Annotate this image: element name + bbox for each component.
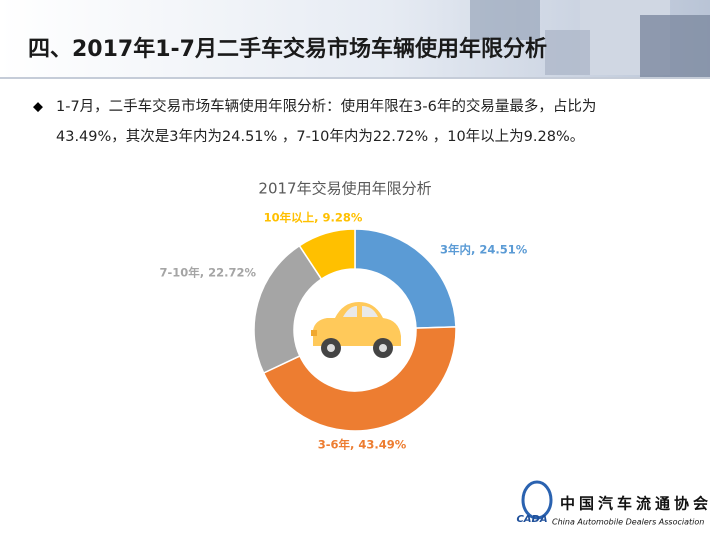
data-label: 3-6年, 43.49% — [318, 438, 407, 452]
data-label: 10年以上, 9.28% — [264, 211, 363, 225]
chart-title: 2017年交易使用年限分析 — [258, 180, 431, 198]
donut-slice — [262, 326, 457, 432]
data-label: 7-10年, 22.72% — [159, 266, 256, 280]
data-label: 3年内, 24.51% — [440, 243, 528, 257]
slide-title: 四、2017年1-7月二手车交易市场车辆使用年限分析 — [28, 36, 547, 62]
bullet-line: 43.49%，其次是3年内为24.51% ，7-10年内为22.72% ，10年… — [56, 128, 584, 145]
bullet-line: 1-7月，二手车交易市场车辆使用年限分析：使用年限在3-6年的交易量最多，占比为 — [56, 97, 596, 115]
org-name: 中国汽车流通协会 — [560, 495, 710, 513]
logo-text: CADA — [516, 514, 547, 525]
bullet-marker: ◆ — [33, 100, 43, 115]
donut-slice — [298, 228, 356, 281]
car-icon — [311, 302, 401, 358]
header-cubes — [470, 0, 710, 78]
org-name-en: China Automobile Dealers Association — [552, 518, 704, 527]
footer-logo: CADA 中国汽车流通协会 China Automobile Dealers A… — [516, 480, 710, 527]
donut: 3年内, 24.51% 3-6年, 43.49% 7-10年, 22.72% 10年以… — [159, 211, 527, 452]
